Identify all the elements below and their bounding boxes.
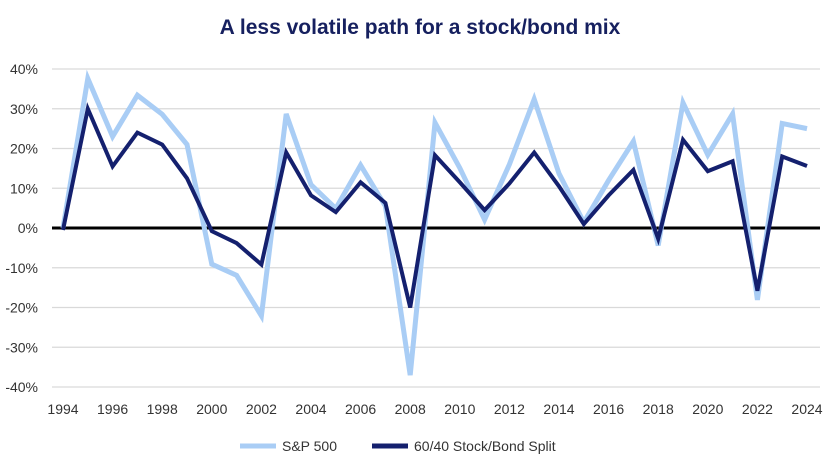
x-tick-label: 2022 (742, 401, 773, 417)
y-tick-label: -40% (5, 379, 38, 395)
x-tick-label: 2004 (295, 401, 326, 417)
legend-label-1: 60/40 Stock/Bond Split (414, 438, 556, 454)
x-tick-label: 2014 (543, 401, 574, 417)
y-tick-label: 0% (18, 220, 38, 236)
y-tick-label: 10% (10, 180, 38, 196)
y-tick-label: 30% (10, 101, 38, 117)
x-tick-label: 2018 (643, 401, 674, 417)
y-tick-label: -30% (5, 339, 38, 355)
x-tick-label: 2012 (494, 401, 525, 417)
x-tick-label: 2020 (692, 401, 723, 417)
x-tick-label: 1994 (47, 401, 78, 417)
x-tick-label: 2024 (791, 401, 822, 417)
x-tick-label: 2006 (345, 401, 376, 417)
x-tick-label: 2000 (196, 401, 227, 417)
y-tick-label: 20% (10, 141, 38, 157)
y-tick-label: 40% (10, 61, 38, 77)
y-tick-label: -10% (5, 260, 38, 276)
x-tick-label: 2008 (395, 401, 426, 417)
x-tick-label: 2010 (444, 401, 475, 417)
x-tick-label: 2002 (246, 401, 277, 417)
x-tick-label: 1996 (97, 401, 128, 417)
chart-title: A less volatile path for a stock/bond mi… (219, 16, 621, 39)
legend-label-0: S&P 500 (282, 438, 337, 454)
x-tick-label: 1998 (147, 401, 178, 417)
y-tick-label: -20% (5, 300, 38, 316)
x-tick-label: 2016 (593, 401, 624, 417)
